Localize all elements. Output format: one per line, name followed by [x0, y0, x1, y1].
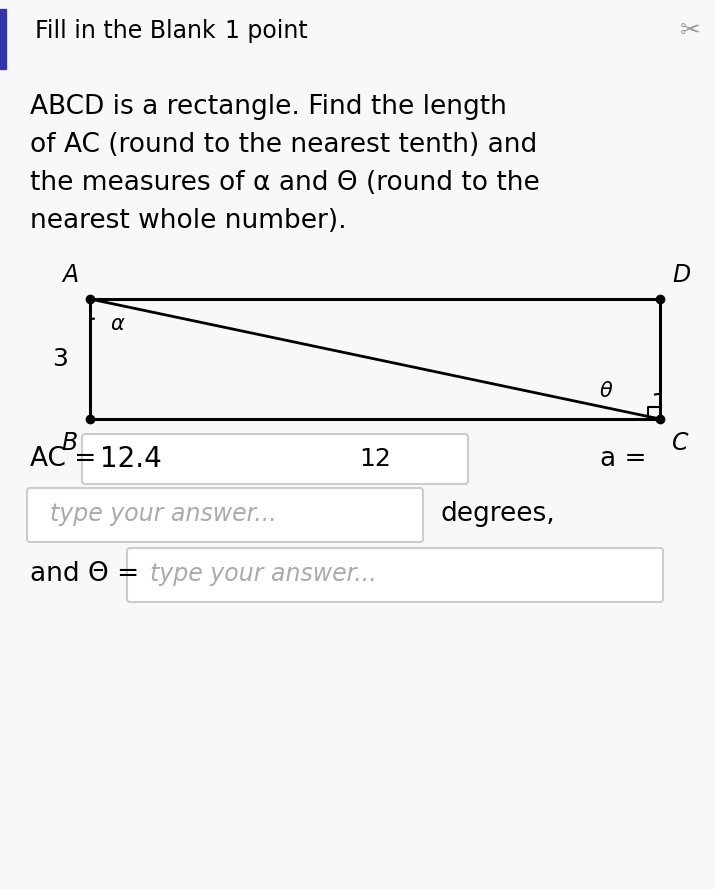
Text: 3: 3: [52, 347, 68, 371]
FancyBboxPatch shape: [82, 434, 468, 484]
Text: B: B: [61, 431, 78, 455]
Text: 12.4: 12.4: [100, 445, 162, 473]
Text: AC =: AC =: [30, 446, 104, 472]
Text: A: A: [62, 263, 78, 287]
Text: θ: θ: [600, 381, 613, 401]
Text: and Θ =: and Θ =: [30, 561, 147, 587]
Text: ABCD is a rectangle. Find the length: ABCD is a rectangle. Find the length: [30, 94, 507, 120]
Text: 1 point: 1 point: [225, 19, 307, 43]
Text: type your answer...: type your answer...: [150, 562, 377, 586]
FancyBboxPatch shape: [27, 488, 423, 542]
Text: Fill in the Blank: Fill in the Blank: [35, 19, 216, 43]
Text: D: D: [672, 263, 690, 287]
Bar: [0, 9, 6, 69]
Text: type your answer...: type your answer...: [50, 502, 277, 526]
Text: the measures of α and Θ (round to the: the measures of α and Θ (round to the: [30, 170, 540, 196]
Text: α: α: [110, 314, 124, 334]
Text: ✂: ✂: [679, 19, 701, 43]
Text: nearest whole number).: nearest whole number).: [30, 208, 347, 234]
Text: a =: a =: [600, 446, 646, 472]
Text: of AC (round to the nearest tenth) and: of AC (round to the nearest tenth) and: [30, 132, 537, 158]
Text: C: C: [672, 431, 689, 455]
FancyBboxPatch shape: [127, 548, 663, 602]
Text: 12: 12: [359, 447, 391, 471]
Text: degrees,: degrees,: [440, 501, 555, 527]
